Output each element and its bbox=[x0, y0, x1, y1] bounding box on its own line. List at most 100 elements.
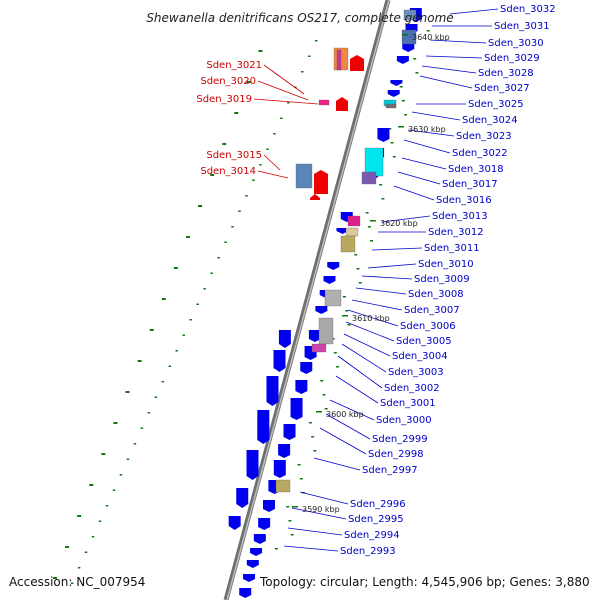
tick-dot-right bbox=[399, 86, 403, 88]
rna-box bbox=[318, 317, 334, 345]
tick-dot bbox=[280, 117, 283, 119]
tick-dot-right bbox=[286, 506, 290, 508]
label-leader bbox=[347, 309, 399, 327]
forward-gene-arrow bbox=[323, 276, 336, 284]
kbp-label: 3640 kbp bbox=[412, 33, 450, 42]
tick-dash bbox=[246, 81, 251, 83]
gene-label-forward: Sden_3024 bbox=[462, 115, 518, 126]
kbp-tick bbox=[316, 411, 322, 413]
label-leader bbox=[257, 80, 309, 101]
kbp-tick bbox=[292, 506, 298, 508]
label-leader bbox=[337, 355, 383, 389]
tick-dot-right bbox=[274, 548, 278, 550]
gene-label-forward: Sden_3018 bbox=[448, 164, 504, 175]
gene-label-forward: Sden_2997 bbox=[362, 465, 418, 476]
label-leader bbox=[253, 98, 319, 105]
rna-box bbox=[345, 227, 359, 237]
tick-dot-right bbox=[288, 520, 292, 522]
gene-label-forward: Sden_3013 bbox=[432, 211, 488, 222]
tick-dot bbox=[154, 396, 158, 398]
tick-dot bbox=[259, 164, 262, 166]
tick-dot bbox=[84, 551, 88, 553]
rna-box bbox=[364, 147, 384, 177]
tick-dot bbox=[252, 179, 255, 181]
kbp-tick bbox=[342, 315, 348, 317]
forward-gene-arrow bbox=[257, 410, 270, 444]
gene-label-forward: Sden_3003 bbox=[388, 367, 444, 378]
kbp-label: 3590 kbp bbox=[302, 505, 340, 514]
tick-dash bbox=[125, 391, 130, 393]
label-leader bbox=[407, 129, 455, 137]
tick-dot-right bbox=[320, 380, 324, 382]
gene-label-forward: Sden_3010 bbox=[418, 259, 474, 270]
tick-dot bbox=[119, 474, 123, 476]
forward-gene-arrow bbox=[228, 516, 241, 530]
rna-box bbox=[336, 49, 342, 71]
tick-dot bbox=[287, 102, 290, 104]
gene-label-forward: Sden_3008 bbox=[408, 289, 464, 300]
tick-dot-right bbox=[324, 408, 328, 410]
forward-gene-arrow bbox=[243, 574, 256, 582]
tick-dot bbox=[231, 226, 234, 228]
forward-gene-arrow bbox=[327, 262, 340, 270]
tick-dot bbox=[77, 567, 81, 569]
rna-box bbox=[403, 9, 417, 21]
rna-box bbox=[295, 163, 313, 189]
rna-box bbox=[275, 479, 291, 493]
tick-dot-right bbox=[333, 352, 337, 354]
forward-gene-arrow bbox=[308, 330, 321, 342]
tick-dot bbox=[266, 148, 269, 150]
tick-dot bbox=[273, 133, 276, 135]
forward-gene-arrow bbox=[278, 330, 291, 348]
forward-gene-arrow bbox=[266, 376, 279, 406]
gene-features bbox=[228, 8, 422, 598]
rna-box bbox=[361, 171, 377, 185]
label-leader bbox=[329, 399, 375, 421]
label-leader bbox=[401, 157, 447, 170]
reverse-gene-arrow bbox=[350, 55, 364, 71]
kbp-label: 3620 kbp bbox=[380, 219, 418, 228]
label-leader bbox=[325, 413, 371, 440]
gene-label-reverse: Sden_3015 bbox=[206, 150, 262, 161]
tick-dot-right bbox=[308, 422, 312, 424]
forward-gene-arrow bbox=[336, 228, 349, 234]
forward-gene-arrow bbox=[315, 306, 328, 314]
gene-label-forward: Sden_3030 bbox=[488, 38, 544, 49]
tick-dot bbox=[238, 210, 241, 212]
forward-gene-arrow bbox=[273, 350, 286, 372]
label-leader bbox=[257, 170, 289, 179]
backbone-line bbox=[223, 0, 391, 600]
forward-gene-arrow bbox=[273, 460, 286, 478]
label-leader bbox=[351, 299, 403, 311]
tick-dot bbox=[133, 443, 137, 445]
rna-box bbox=[401, 29, 417, 45]
gene-label-reverse: Sden_3020 bbox=[200, 76, 256, 87]
reverse-gene-arrow bbox=[314, 170, 328, 194]
tick-dash bbox=[149, 329, 154, 331]
tick-dot-right bbox=[426, 30, 430, 32]
rna-box bbox=[318, 99, 330, 106]
tick-dot-right bbox=[365, 212, 369, 214]
tick-dot-right bbox=[381, 198, 385, 200]
gene-label-forward: Sden_3016 bbox=[436, 195, 492, 206]
tick-dash bbox=[52, 577, 57, 579]
label-leader bbox=[421, 65, 477, 74]
gene-label-forward: Sden_2999 bbox=[372, 434, 428, 445]
label-leader bbox=[361, 275, 413, 280]
summary-text: Topology: circular; Length: 4,545,906 bp… bbox=[259, 575, 590, 589]
tick-dot bbox=[175, 350, 178, 352]
label-leaders bbox=[253, 8, 499, 552]
tick-dot bbox=[126, 458, 130, 460]
gene-label-forward: Sden_3006 bbox=[400, 321, 456, 332]
forward-gene-arrow bbox=[239, 588, 252, 598]
kbp-label: 3600 kbp bbox=[326, 410, 364, 419]
tick-dot bbox=[105, 505, 109, 507]
tick-dot bbox=[196, 303, 199, 305]
gene-label-forward: Sden_3017 bbox=[442, 179, 498, 190]
tick-dot-right bbox=[388, 128, 392, 130]
gene-labels: Sden_3021 Sden_3020 Sden_3019 Sden_3015 Sden… bbox=[196, 4, 555, 557]
tick-dot-right bbox=[379, 184, 383, 186]
tick-dash bbox=[198, 205, 203, 207]
backbone-highlight bbox=[226, 0, 390, 600]
label-leader bbox=[319, 427, 367, 455]
